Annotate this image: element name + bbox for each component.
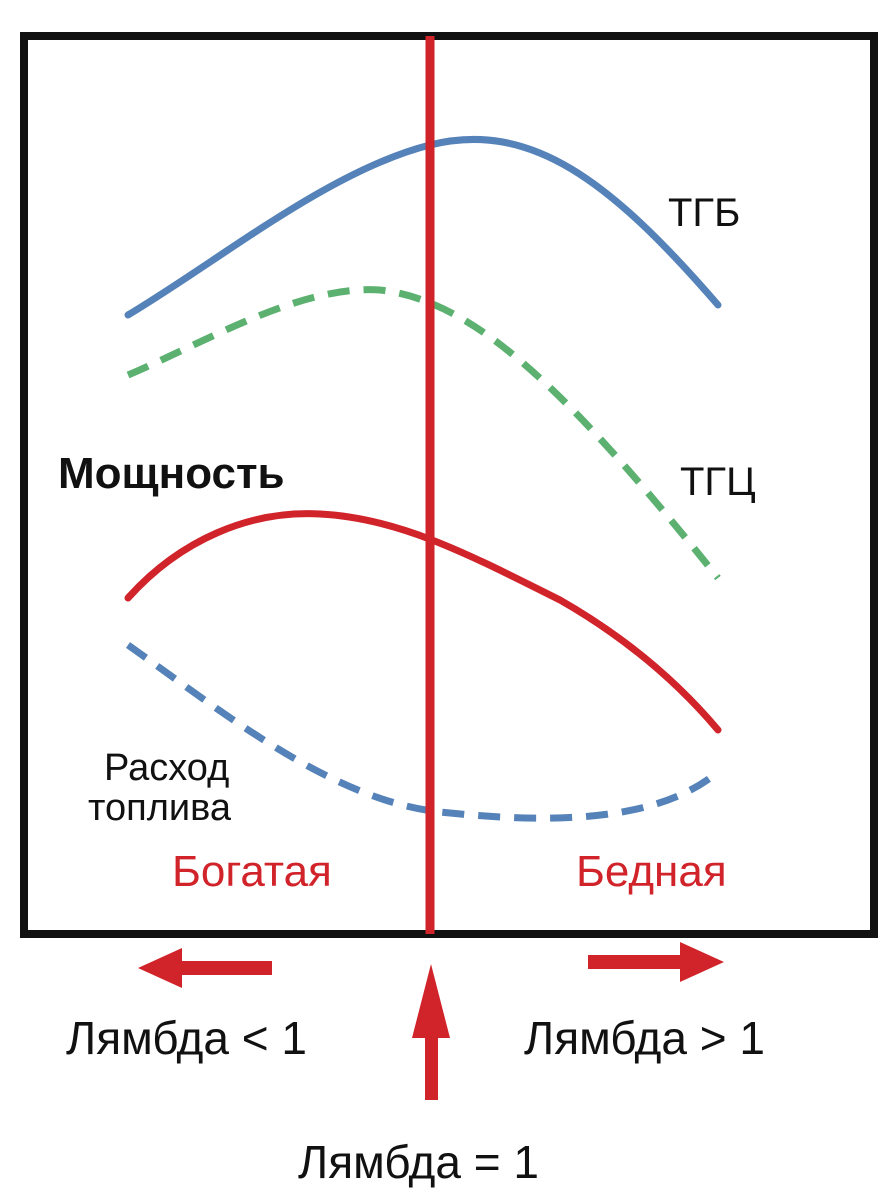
power-label: Мощность — [58, 449, 285, 498]
fuel-label-line1: Расход — [104, 747, 229, 789]
lambda-less-label: Лямбда < 1 — [66, 1012, 307, 1064]
arrow-right-icon — [588, 942, 724, 982]
lambda-greater-label: Лямбда > 1 — [524, 1012, 765, 1064]
lean-zone-label: Бедная — [576, 847, 727, 896]
rich-zone-label: Богатая — [172, 847, 332, 896]
tgc-label: ТГЦ — [680, 460, 756, 504]
lambda-equal-label: Лямбда = 1 — [298, 1136, 539, 1188]
diagram-frame — [20, 32, 878, 938]
power-curve — [124, 510, 722, 734]
arrow-up-icon — [412, 964, 450, 1100]
fuel-label-line2: топлива — [88, 787, 232, 829]
tgb-label: ТГБ — [668, 191, 740, 235]
arrow-left-icon — [138, 948, 272, 988]
tgb-curve — [124, 135, 722, 319]
